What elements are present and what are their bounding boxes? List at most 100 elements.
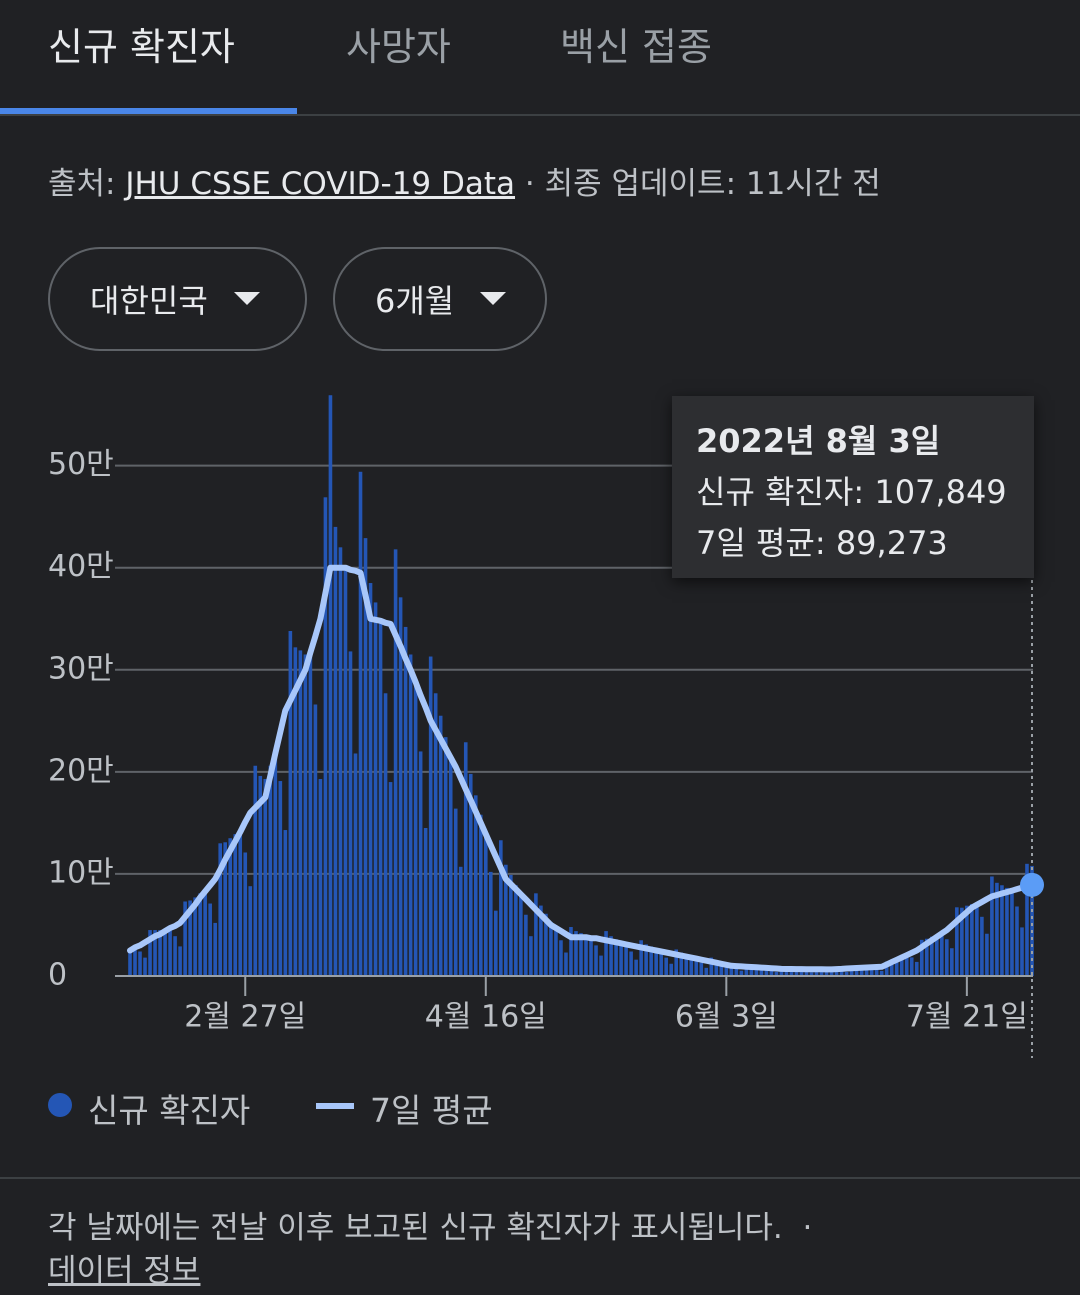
bar [614, 939, 618, 976]
bar [153, 930, 157, 976]
tooltip-value: 107,849 [874, 473, 1007, 511]
bar [689, 956, 694, 976]
bar [719, 962, 724, 976]
bar [584, 935, 588, 976]
filter-label: 6개월 [375, 282, 455, 320]
y-tick-label: 10만 [48, 855, 114, 890]
bar [494, 910, 498, 976]
x-tick-label: 2월 27일 [184, 1000, 306, 1035]
bar [403, 626, 408, 976]
data-info-link[interactable]: 데이터 정보 [48, 1253, 201, 1289]
bar [328, 395, 333, 976]
bar [854, 966, 859, 976]
bar [579, 933, 583, 976]
bar [178, 946, 182, 976]
bar [438, 715, 443, 976]
bar [794, 968, 799, 976]
bar [509, 874, 513, 976]
range-filter[interactable]: 6개월 [333, 247, 547, 351]
source-prefix: 출처: [48, 166, 116, 202]
bar [453, 808, 458, 976]
bar [639, 940, 643, 976]
bar [729, 965, 734, 976]
dropdown-arrow [480, 292, 507, 305]
bar [208, 903, 212, 976]
bar [574, 931, 578, 976]
tab[interactable]: 사망자 [346, 25, 451, 69]
bar [283, 830, 288, 976]
bar [524, 914, 528, 976]
bar [744, 964, 749, 976]
bar [889, 960, 894, 976]
tooltip-label: 신규 확진자: [696, 473, 865, 511]
bar [463, 742, 468, 976]
bar [519, 894, 523, 976]
bar [924, 938, 929, 976]
bar [1020, 927, 1024, 976]
bar [684, 954, 689, 976]
chart: 0 10만 20만 30만 40만 50만 2월 27일 4월 16일 6월 3일 7월 21일 [48, 395, 1044, 1058]
bar [298, 650, 303, 976]
bar [238, 832, 243, 976]
bar [909, 957, 914, 976]
bar [769, 969, 774, 976]
bar [714, 960, 719, 976]
bar [413, 682, 418, 976]
bar [995, 882, 999, 976]
filter-label: 대한민국 [90, 282, 208, 320]
source-link[interactable]: JHU CSSE COVID-19 Data [125, 166, 516, 202]
bar [223, 842, 228, 976]
y-tick-label: 30만 [48, 651, 114, 686]
bar [899, 956, 904, 976]
bar [253, 765, 258, 976]
bar [539, 905, 543, 976]
tab[interactable]: 백신 접종 [560, 25, 712, 69]
bar [699, 962, 704, 976]
bar [258, 775, 263, 976]
tab[interactable]: 신규 확진자 [48, 25, 235, 69]
bar [458, 866, 463, 976]
y-tick-label: 50만 [48, 447, 114, 482]
y-tick-label: 40만 [48, 549, 114, 584]
bar [549, 921, 553, 976]
bar [393, 549, 398, 976]
bar [869, 967, 874, 976]
bar [634, 959, 638, 976]
bar [559, 940, 563, 976]
bar [724, 963, 729, 976]
bar [734, 968, 739, 976]
bar [879, 970, 884, 976]
bar [363, 538, 368, 976]
bar [929, 936, 934, 976]
x-tick-label: 7월 21일 [906, 1000, 1028, 1035]
bar [133, 947, 137, 976]
separator: · [802, 1210, 813, 1246]
bar [158, 930, 162, 976]
legend-swatch [316, 1103, 354, 1109]
bar [1005, 887, 1009, 976]
bar [874, 968, 879, 976]
bar [478, 814, 483, 976]
bar [629, 951, 633, 976]
bar [233, 834, 238, 976]
bar [1000, 885, 1004, 976]
bar [704, 967, 709, 976]
bar [188, 900, 192, 976]
bar [679, 952, 684, 976]
bar [940, 933, 944, 976]
bar [789, 968, 794, 976]
bar [423, 828, 428, 976]
bar [934, 934, 939, 976]
bar [418, 751, 423, 976]
tooltip-row: 7일 평균: 89,273 [696, 518, 1010, 569]
bar [529, 936, 533, 976]
tab-indicator [0, 108, 297, 114]
bar [950, 948, 954, 976]
tooltip-title: 2022년 8월 3일 [696, 422, 941, 460]
bar [293, 647, 298, 976]
bar [669, 963, 673, 976]
country-filter[interactable]: 대한민국 [48, 247, 307, 351]
bar [534, 893, 538, 976]
bar [624, 944, 628, 976]
